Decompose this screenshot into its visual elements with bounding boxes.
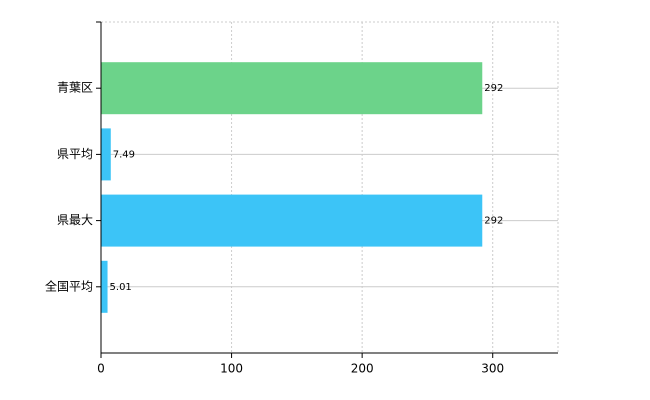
y-tick-label: 県最大 <box>57 213 93 227</box>
value-label: 292 <box>484 216 503 227</box>
bar <box>101 194 483 247</box>
value-label: 7.49 <box>113 149 135 160</box>
bar <box>101 128 111 181</box>
y-tick-label: 県平均 <box>57 147 93 161</box>
y-tick-label: 青葉区 <box>57 81 93 95</box>
x-tick-label: 300 <box>481 362 504 376</box>
value-label: 292 <box>484 83 503 94</box>
value-label: 5.01 <box>110 282 132 293</box>
x-tick-label: 0 <box>97 362 105 376</box>
x-tick-label: 100 <box>220 362 243 376</box>
bar <box>101 62 483 115</box>
bar <box>101 260 108 313</box>
y-tick-label: 全国平均 <box>45 278 93 293</box>
x-tick-label: 200 <box>351 362 374 376</box>
